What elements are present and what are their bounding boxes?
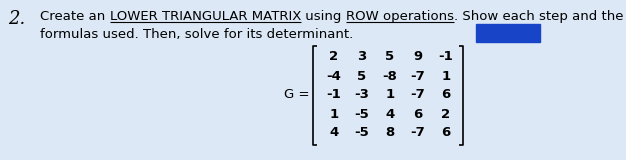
- Text: 5: 5: [386, 51, 394, 64]
- Text: -1: -1: [439, 51, 453, 64]
- Text: LOWER TRIANGULAR MATRIX: LOWER TRIANGULAR MATRIX: [110, 10, 301, 23]
- Text: 2: 2: [329, 51, 339, 64]
- Text: -7: -7: [411, 127, 426, 140]
- Text: 1: 1: [329, 108, 339, 120]
- Text: G =: G =: [284, 88, 310, 101]
- Text: -8: -8: [382, 69, 398, 83]
- Text: ROW operations: ROW operations: [346, 10, 453, 23]
- Text: 4: 4: [386, 108, 394, 120]
- Text: -5: -5: [354, 127, 369, 140]
- Text: 3: 3: [357, 51, 367, 64]
- Text: -1: -1: [327, 88, 341, 101]
- Text: 6: 6: [441, 88, 451, 101]
- Text: formulas used. Then, solve for its determinant.: formulas used. Then, solve for its deter…: [40, 28, 353, 41]
- Bar: [476, 24, 540, 42]
- Text: -7: -7: [411, 88, 426, 101]
- Text: -5: -5: [354, 108, 369, 120]
- Text: 6: 6: [441, 127, 451, 140]
- Text: 4: 4: [329, 127, 339, 140]
- Text: 6: 6: [413, 108, 423, 120]
- Text: 9: 9: [413, 51, 423, 64]
- Text: 1: 1: [386, 88, 394, 101]
- Text: -3: -3: [354, 88, 369, 101]
- Text: 5: 5: [357, 69, 367, 83]
- Text: -4: -4: [327, 69, 341, 83]
- Text: 8: 8: [386, 127, 394, 140]
- Text: . Show each step and the: . Show each step and the: [453, 10, 623, 23]
- Text: 2: 2: [441, 108, 451, 120]
- Text: 2.: 2.: [8, 10, 25, 28]
- Text: 1: 1: [441, 69, 451, 83]
- Text: -7: -7: [411, 69, 426, 83]
- Text: using: using: [301, 10, 346, 23]
- Text: Create an: Create an: [40, 10, 110, 23]
